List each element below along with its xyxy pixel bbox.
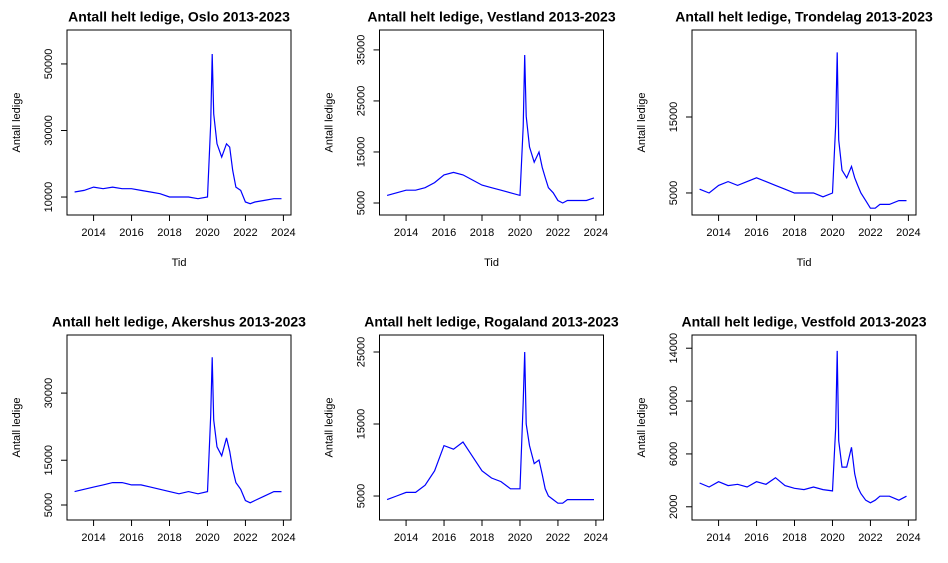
x-tick-label: 2020 [508,532,532,544]
x-tick-label: 2024 [896,532,920,544]
x-axis-label: Tid [484,562,499,563]
panel-title: Antall helt ledige, Vestfold 2013-2023 [681,314,926,330]
x-tick-label: 2018 [782,227,806,239]
x-tick-label: 2014 [394,532,418,544]
x-tick-label: 2018 [157,532,181,544]
plot-box [691,334,917,521]
data-line [386,351,594,504]
data-line [74,357,282,504]
x-tick-label: 2024 [896,227,920,239]
x-tick-label: 2018 [782,532,806,544]
y-tick-label: 30000 [43,115,55,146]
x-tick-label: 2022 [546,227,570,239]
y-tick-label: 15000 [355,137,367,168]
plot-box [691,29,917,216]
data-line [74,53,282,205]
y-axis-label: Antall ledige [323,93,335,153]
y-axis-label: Antall ledige [11,398,23,458]
x-axis-label: Tid [172,257,187,269]
data-line [699,52,907,209]
y-tick-label: 25000 [355,86,367,117]
x-tick-label: 2018 [470,532,494,544]
plot-box [379,29,604,216]
x-tick-label: 2024 [271,227,295,239]
panel-title: Antall helt ledige, Rogaland 2013-2023 [364,314,619,330]
x-tick-label: 2024 [271,532,295,544]
x-tick-label: 2018 [157,227,181,239]
panel-title: Antall helt ledige, Oslo 2013-2023 [68,9,290,25]
x-tick-label: 2016 [119,227,143,239]
panel-title: Antall helt ledige, Akershus 2013-2023 [52,314,306,330]
x-tick-label: 2024 [584,532,608,544]
y-tick-label: 15000 [355,409,367,440]
y-tick-label: 25000 [355,337,367,368]
x-tick-label: 2022 [233,227,257,239]
x-tick-label: 2014 [706,227,730,239]
x-tick-label: 2020 [508,227,532,239]
x-tick-label: 2014 [81,532,105,544]
panel-title: Antall helt ledige, Trondelag 2013-2023 [675,9,933,25]
plot-box [379,334,604,521]
x-tick-label: 2016 [432,532,456,544]
panel-title: Antall helt ledige, Vestland 2013-2023 [367,9,615,25]
y-tick-label: 50000 [43,49,55,80]
x-tick-label: 2020 [195,532,219,544]
x-tick-label: 2014 [706,532,730,544]
plot-box [66,29,292,216]
x-axis-label: Tid [797,257,812,269]
x-tick-label: 2014 [394,227,418,239]
data-line [386,54,595,204]
x-tick-label: 2020 [195,227,219,239]
y-tick-label: 5000 [355,484,367,508]
x-tick-label: 2016 [744,532,768,544]
x-tick-label: 2022 [858,532,882,544]
y-tick-label: 35000 [355,35,367,66]
x-axis-label: Tid [797,562,812,563]
y-tick-label: 5000 [43,493,55,517]
x-tick-label: 2022 [546,532,570,544]
x-tick-label: 2020 [820,532,844,544]
x-tick-label: 2020 [820,227,844,239]
y-axis-label: Antall ledige [323,398,335,458]
x-tick-label: 2014 [81,227,105,239]
x-axis-label: Tid [172,562,187,563]
data-line [699,350,907,504]
y-tick-label: 15000 [668,102,680,133]
y-tick-label: 10000 [43,182,55,213]
y-axis-label: Antall ledige [636,93,648,153]
y-tick-label: 5000 [355,191,367,215]
plot-box [66,334,292,521]
x-tick-label: 2016 [119,532,143,544]
x-axis-label: Tid [484,257,499,269]
y-tick-label: 30000 [43,378,55,409]
y-axis-label: Antall ledige [11,93,23,153]
x-tick-label: 2024 [584,227,608,239]
x-tick-label: 2016 [744,227,768,239]
x-tick-label: 2022 [858,227,882,239]
x-tick-label: 2016 [432,227,456,239]
y-tick-label: 5000 [668,181,680,205]
y-tick-label: 15000 [43,445,55,476]
x-tick-label: 2018 [470,227,494,239]
y-tick-label: 14000 [668,333,680,364]
y-tick-label: 6000 [668,442,680,466]
x-tick-label: 2022 [233,532,257,544]
y-axis-label: Antall ledige [636,398,648,458]
y-tick-label: 10000 [668,386,680,417]
y-tick-label: 2000 [668,495,680,519]
